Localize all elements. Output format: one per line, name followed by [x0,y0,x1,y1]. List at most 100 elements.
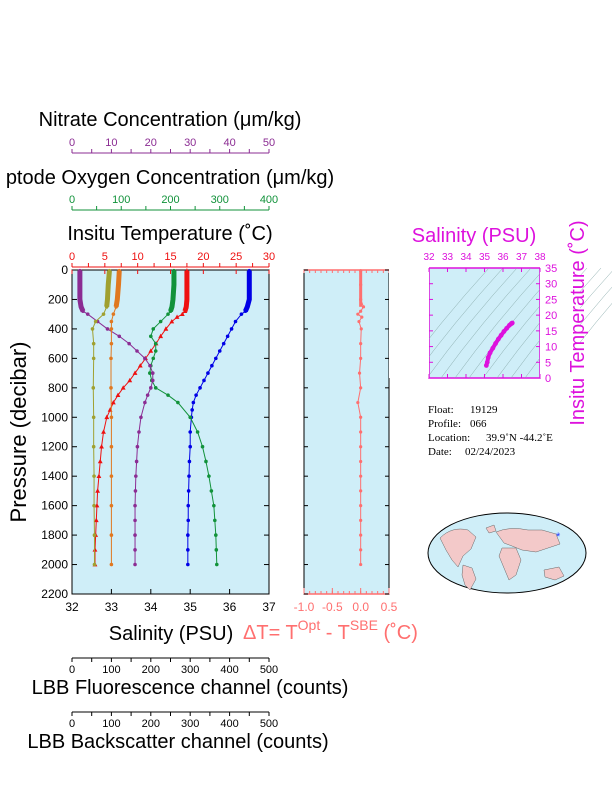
delta-t-axis-title: ΔT= TOpt - TSBE (˚C) [243,617,418,644]
backscatter-tick-label: 400 [220,718,238,730]
salinity-point [190,408,194,412]
nitrate-tick-label: 10 [105,137,117,149]
oxygen-tick-label: 300 [211,194,229,206]
pressure-tick-label: 1000 [41,410,68,424]
temperature-tick-label: 5 [102,251,108,263]
delta-t-point [359,327,363,331]
ts-temperature-tick-label: 35 [545,263,557,275]
backscatter-point [114,305,118,309]
fluorescence-point [105,297,110,302]
ts-temperature-tick-label: 20 [545,310,557,322]
salinity-point [221,341,226,346]
nitrate-point [133,548,137,552]
delta-t-tick-label: 0.0 [352,600,369,614]
ts-series [483,320,515,368]
fluorescence-point [91,341,96,346]
temperature-tick-label: 10 [132,251,144,263]
nitrate-axis-title: Nitrate Concentration (μm/kg) [39,109,302,131]
salinity-point [202,378,206,383]
oxygen-point [172,282,176,287]
oxygen-point [172,268,176,273]
temperature-point [179,311,185,316]
nitrate-point [133,503,137,508]
delta-t-point [359,489,363,493]
delta-t-point [359,309,363,313]
salinity-point [186,533,190,537]
backscatter-surface-segment [113,270,122,308]
oxygen-point [212,503,216,508]
ts-point [509,320,515,326]
fluorescence-point [91,386,96,390]
fluorescence-point [104,305,109,309]
map-africa [498,547,522,581]
temperature-axis-title: Insitu Temperature (˚C) [67,223,272,245]
oxygen-point [214,548,219,552]
delta-t-point [359,562,363,567]
ts-salinity-tick-label: 34 [460,252,472,263]
oxygen-point [207,474,211,478]
delta-t-point [359,386,363,390]
delta-t-tick-label: -1.0 [294,600,315,614]
delta-t-point [359,459,363,464]
temperature-point [158,333,164,339]
salinity-tick-label: 34 [144,600,158,614]
pressure-tick-label: 1800 [41,528,68,542]
nitrate-point [150,371,155,375]
temperature-tick-label: 0 [69,251,75,263]
backscatter-point [117,268,122,273]
nitrate-point [135,349,139,353]
oxygen-point [149,334,153,339]
ts-temperature-tick-label: 10 [545,342,557,354]
profile-series [77,268,252,567]
oxygen-point [176,400,180,405]
ts-salinity-tick-label: 36 [497,252,509,263]
nitrate-point [81,309,85,314]
delta-t-point [359,415,363,419]
nitrate-point [150,378,155,383]
ts-point [504,325,510,331]
oxygen-axis: 0 100 200 300 400 [69,194,278,211]
ts-density-contours [389,258,612,379]
oxygen-point [153,341,158,346]
fluorescence-tick-label: 500 [260,664,278,676]
nitrate-point [133,562,137,567]
ts-point [490,345,496,351]
oxygen-point [148,371,152,375]
temperature-point [93,517,99,523]
salinity-point [187,474,191,478]
backscatter-point [115,297,120,302]
temperature-point [174,314,180,319]
nitrate-point [143,356,147,361]
backscatter-point [109,474,114,478]
temperature-tick-label: 20 [197,251,209,263]
oxygen-point [170,305,174,309]
temperature-point [132,370,138,375]
nitrate-point [117,334,122,339]
backscatter-axis: 0 100 200 300 400 500 [69,711,278,730]
nitrate-point [105,327,110,331]
backscatter-point [109,319,114,324]
pressure-tick-label: 1200 [41,440,68,454]
fluorescence-tick-label: 200 [142,664,160,676]
salinity-point [194,393,198,397]
nitrate-point [135,444,140,449]
backscatter-point [109,533,114,537]
ts-salinity-tick-label: 37 [516,252,528,263]
float-label: Float: [428,404,454,416]
temperature-point [94,503,100,508]
salinity-point [247,268,252,273]
pressure-tick-label: 600 [48,351,68,365]
ts-point [495,336,501,342]
location-value: 39.9˚N -44.2˚E [486,432,553,444]
fluorescence-point [92,562,97,567]
float-value: 19129 [470,404,498,416]
fluorescence-axis-title: LBB Fluorescence channel (counts) [32,677,349,699]
salinity-point [186,562,190,567]
pressure-tick-label: 200 [48,292,68,306]
delta-t-point [356,312,360,316]
ts-temperature-tick-label: 30 [545,279,557,291]
delta-t-point [359,533,363,537]
temperature-point [92,547,98,552]
backscatter-point [109,444,114,449]
delta-t-point [359,342,363,346]
